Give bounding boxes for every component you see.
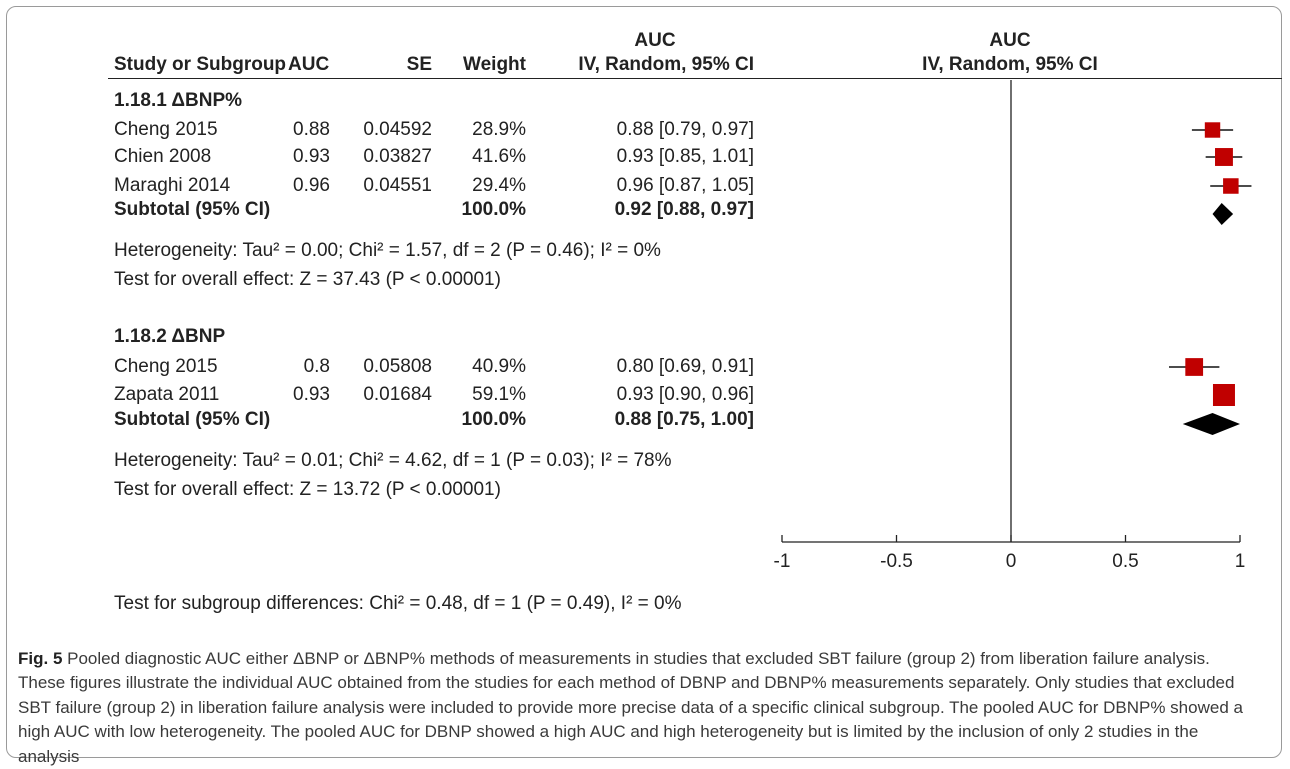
study-marker xyxy=(1185,358,1204,376)
subtotal-weight: 100.0% xyxy=(461,409,526,430)
heterogeneity-text: Heterogeneity: Tau² = 0.00; Chi² = 1.57,… xyxy=(114,240,661,261)
study-weight: 29.4% xyxy=(472,175,526,196)
study-weight: 40.9% xyxy=(472,356,526,377)
auc-column-header: AUC xyxy=(288,54,330,75)
study-se: 0.04551 xyxy=(363,175,432,196)
study-auc: 0.93 xyxy=(293,384,330,405)
study-ci: 0.93 [0.85, 1.01] xyxy=(616,146,754,167)
study-se: 0.05808 xyxy=(363,356,432,377)
study-marker xyxy=(1204,122,1221,138)
x-tick-label: 0.5 xyxy=(1112,551,1138,572)
subtotal-ci: 0.92 [0.88, 0.97] xyxy=(614,199,754,220)
study-ci: 0.93 [0.90, 0.96] xyxy=(616,384,754,405)
caption-label: Fig. 5 xyxy=(18,649,63,668)
study-weight: 59.1% xyxy=(472,384,526,405)
x-tick-label: -1 xyxy=(774,551,791,572)
overall-effect-text: Test for overall effect: Z = 13.72 (P < … xyxy=(114,479,501,500)
x-tick-label: -0.5 xyxy=(880,551,913,572)
study-marker xyxy=(1223,178,1239,194)
study-name: Maraghi 2014 xyxy=(114,175,231,196)
study-ci: 0.80 [0.69, 0.91] xyxy=(616,356,754,377)
study-se: 0.01684 xyxy=(363,384,432,405)
subtotal-ci: 0.88 [0.75, 1.00] xyxy=(614,409,754,430)
study-ci: 0.96 [0.87, 1.05] xyxy=(616,175,754,196)
study-auc: 0.93 xyxy=(293,146,330,167)
study-name: Zapata 2011 xyxy=(114,384,220,405)
x-tick-label: 0 xyxy=(1006,551,1017,572)
study-ci: 0.88 [0.79, 0.97] xyxy=(616,119,754,140)
plot-header: IV, Random, 95% CI xyxy=(922,54,1098,75)
study-marker xyxy=(1212,384,1235,406)
subtotal-weight: 100.0% xyxy=(461,199,526,220)
plot-header-top: AUC xyxy=(989,30,1031,51)
header-rule xyxy=(108,78,1282,79)
pooled-diamond xyxy=(1182,413,1240,435)
study-marker xyxy=(1215,148,1233,166)
subtotal-label: Subtotal (95% CI) xyxy=(114,199,271,220)
study-weight: 28.9% xyxy=(472,119,526,140)
group-title: 1.18.2 ΔBNP xyxy=(114,326,226,347)
pooled-diamond xyxy=(1212,203,1234,225)
study-weight: 41.6% xyxy=(472,146,526,167)
study-column-header: Study or Subgroup xyxy=(114,54,287,75)
ci-column-header-top: AUC xyxy=(634,30,676,51)
study-name: Cheng 2015 xyxy=(114,356,218,377)
study-se: 0.03827 xyxy=(363,146,432,167)
figure-caption: Fig. 5 Pooled diagnostic AUC either ΔBNP… xyxy=(18,647,1258,769)
study-auc: 0.96 xyxy=(293,175,330,196)
study-auc: 0.8 xyxy=(303,356,330,377)
weight-column-header: Weight xyxy=(463,54,526,75)
study-se: 0.04592 xyxy=(363,119,432,140)
study-name: Cheng 2015 xyxy=(114,119,218,140)
ci-column-header: IV, Random, 95% CI xyxy=(578,54,754,75)
figure-frame xyxy=(6,6,1282,758)
subtotal-label: Subtotal (95% CI) xyxy=(114,409,271,430)
caption-text: Pooled diagnostic AUC either ΔBNP or ΔBN… xyxy=(18,649,1243,766)
subgroup-differences-text: Test for subgroup differences: Chi² = 0.… xyxy=(114,593,682,614)
x-tick-label: 1 xyxy=(1235,551,1246,572)
se-column-header: SE xyxy=(406,54,432,75)
heterogeneity-text: Heterogeneity: Tau² = 0.01; Chi² = 4.62,… xyxy=(114,450,672,471)
overall-effect-text: Test for overall effect: Z = 37.43 (P < … xyxy=(114,269,501,290)
study-name: Chien 2008 xyxy=(114,146,212,167)
group-title: 1.18.1 ΔBNP% xyxy=(114,90,243,111)
forest-plot: -1 -0.5 0 0.5 1 xyxy=(774,80,1252,572)
study-auc: 0.88 xyxy=(293,119,330,140)
